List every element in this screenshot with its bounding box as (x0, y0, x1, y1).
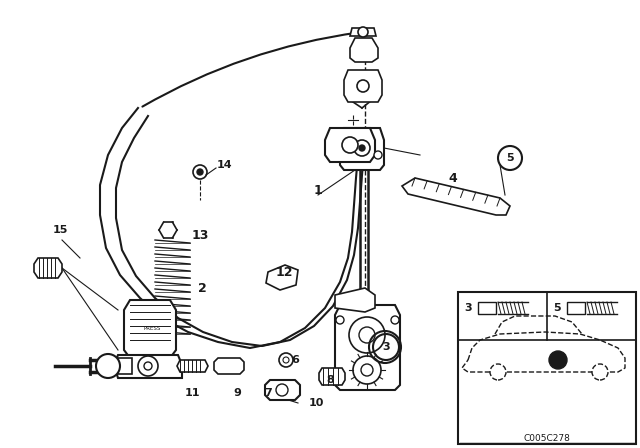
Polygon shape (478, 302, 496, 314)
Text: 7: 7 (264, 388, 272, 398)
Polygon shape (335, 288, 375, 312)
Polygon shape (344, 70, 382, 102)
Circle shape (144, 362, 152, 370)
Text: PRESS: PRESS (143, 326, 161, 331)
Text: 12: 12 (275, 266, 292, 279)
Circle shape (359, 327, 375, 343)
Circle shape (391, 316, 399, 324)
Polygon shape (265, 380, 300, 400)
Polygon shape (340, 128, 384, 170)
Polygon shape (325, 128, 375, 162)
Circle shape (361, 364, 373, 376)
Circle shape (358, 27, 368, 37)
Polygon shape (350, 38, 378, 62)
Circle shape (353, 356, 381, 384)
Circle shape (357, 80, 369, 92)
Circle shape (592, 364, 608, 380)
Circle shape (490, 364, 506, 380)
Circle shape (197, 169, 203, 175)
Circle shape (276, 384, 288, 396)
Polygon shape (118, 358, 132, 374)
Polygon shape (319, 368, 345, 385)
Text: 3: 3 (464, 303, 472, 313)
Circle shape (549, 351, 567, 369)
Polygon shape (114, 355, 182, 378)
Circle shape (283, 357, 289, 363)
Text: 10: 10 (308, 398, 324, 408)
Circle shape (96, 354, 120, 378)
Text: 6: 6 (291, 355, 299, 365)
Polygon shape (34, 258, 62, 278)
Circle shape (349, 317, 385, 353)
Polygon shape (567, 302, 585, 314)
Polygon shape (124, 300, 176, 358)
Text: 5: 5 (553, 303, 561, 313)
Circle shape (354, 140, 370, 156)
Circle shape (342, 137, 358, 153)
Text: 4: 4 (449, 172, 458, 185)
Text: 5: 5 (506, 153, 514, 163)
Text: C005C278: C005C278 (524, 434, 570, 443)
Text: 14: 14 (217, 160, 233, 170)
Polygon shape (100, 108, 368, 348)
Text: 13: 13 (191, 228, 209, 241)
Polygon shape (177, 360, 208, 372)
Circle shape (279, 353, 293, 367)
Text: 1: 1 (314, 184, 323, 197)
Polygon shape (266, 265, 298, 290)
Text: 9: 9 (233, 388, 241, 398)
Text: 8: 8 (326, 375, 334, 385)
Text: 3: 3 (382, 342, 390, 352)
Polygon shape (214, 358, 244, 374)
Text: 11: 11 (184, 388, 200, 398)
Polygon shape (402, 178, 510, 215)
Text: 15: 15 (52, 225, 68, 235)
Circle shape (374, 151, 382, 159)
Polygon shape (350, 28, 376, 36)
Text: 2: 2 (198, 281, 206, 294)
Polygon shape (335, 305, 400, 390)
Circle shape (359, 145, 365, 151)
Circle shape (336, 316, 344, 324)
Bar (458, 292, 636, 444)
Circle shape (336, 376, 344, 384)
Circle shape (138, 356, 158, 376)
